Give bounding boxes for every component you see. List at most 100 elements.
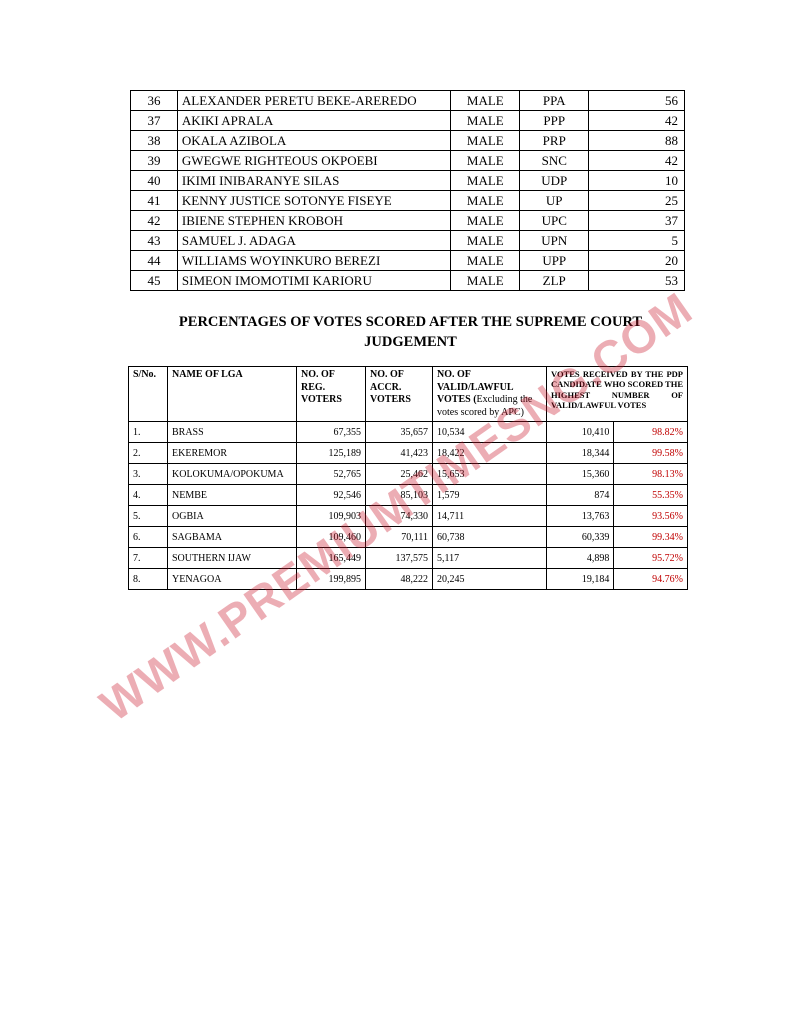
candidate-sn: 40 [131, 171, 178, 191]
lga-pdp-votes: 60,339 [547, 527, 614, 548]
candidates-table: 36ALEXANDER PERETU BEKE-AREREDOMALEPPA56… [130, 90, 685, 291]
lga-sn: 7. [129, 548, 168, 569]
candidate-gender: MALE [451, 151, 520, 171]
candidate-sn: 45 [131, 271, 178, 291]
table-row: 36ALEXANDER PERETU BEKE-AREREDOMALEPPA56 [131, 91, 685, 111]
lga-accr-voters: 137,575 [366, 548, 433, 569]
table-row: 44WILLIAMS WOYINKURO BEREZIMALEUPP20 [131, 251, 685, 271]
lga-reg-voters: 92,546 [297, 485, 366, 506]
lga-valid-votes: 10,534 [433, 422, 547, 443]
candidate-name: SAMUEL J. ADAGA [177, 231, 450, 251]
table-row: 40IKIMI INIBARANYE SILASMALEUDP10 [131, 171, 685, 191]
lga-accr-voters: 85,103 [366, 485, 433, 506]
document-page: WWW.PREMIUMTIMESNG.COM 36ALEXANDER PERET… [0, 0, 791, 1024]
candidate-sn: 37 [131, 111, 178, 131]
candidate-sn: 38 [131, 131, 178, 151]
table-row: 2.EKEREMOR125,18941,42318,42218,34499.58… [129, 443, 688, 464]
candidate-votes: 88 [589, 131, 685, 151]
lga-table: S/No. NAME OF LGA NO. OF REG. VOTERS NO.… [128, 366, 688, 590]
lga-reg-voters: 165,449 [297, 548, 366, 569]
candidate-votes: 53 [589, 271, 685, 291]
lga-header-row: S/No. NAME OF LGA NO. OF REG. VOTERS NO.… [129, 367, 688, 422]
candidate-name: IKIMI INIBARANYE SILAS [177, 171, 450, 191]
candidate-party: UPC [520, 211, 589, 231]
lga-sn: 3. [129, 464, 168, 485]
candidate-party: UDP [520, 171, 589, 191]
candidate-party: SNC [520, 151, 589, 171]
candidate-gender: MALE [451, 251, 520, 271]
lga-pdp-votes: 13,763 [547, 506, 614, 527]
candidate-sn: 43 [131, 231, 178, 251]
lga-sn: 5. [129, 506, 168, 527]
table-row: 4.NEMBE92,54685,1031,57987455.35% [129, 485, 688, 506]
candidate-name: WILLIAMS WOYINKURO BEREZI [177, 251, 450, 271]
lga-pdp-votes: 18,344 [547, 443, 614, 464]
candidate-votes: 37 [589, 211, 685, 231]
lga-name: SAGBAMA [168, 527, 297, 548]
lga-accr-voters: 70,111 [366, 527, 433, 548]
header-reg-voters: NO. OF REG. VOTERS [297, 367, 366, 422]
lga-sn: 6. [129, 527, 168, 548]
lga-pdp-percent: 93.56% [614, 506, 688, 527]
candidate-gender: MALE [451, 171, 520, 191]
candidate-gender: MALE [451, 271, 520, 291]
table-row: 43SAMUEL J. ADAGAMALEUPN5 [131, 231, 685, 251]
lga-valid-votes: 5,117 [433, 548, 547, 569]
candidate-sn: 36 [131, 91, 178, 111]
lga-name: EKEREMOR [168, 443, 297, 464]
header-sn: S/No. [129, 367, 168, 422]
table-row: 41KENNY JUSTICE SOTONYE FISEYEMALEUP25 [131, 191, 685, 211]
lga-pdp-percent: 55.35% [614, 485, 688, 506]
lga-reg-voters: 67,355 [297, 422, 366, 443]
table-row: 8.YENAGOA199,89548,22220,24519,18494.76% [129, 569, 688, 590]
lga-name: NEMBE [168, 485, 297, 506]
lga-pdp-percent: 94.76% [614, 569, 688, 590]
candidates-table-body: 36ALEXANDER PERETU BEKE-AREREDOMALEPPA56… [131, 91, 685, 291]
section-heading: PERCENTAGES OF VOTES SCORED AFTER THE SU… [130, 313, 691, 352]
candidate-party: UPN [520, 231, 589, 251]
candidate-party: ZLP [520, 271, 589, 291]
lga-pdp-votes: 19,184 [547, 569, 614, 590]
table-row: 45SIMEON IMOMOTIMI KARIORUMALEZLP53 [131, 271, 685, 291]
table-row: 38OKALA AZIBOLAMALEPRP88 [131, 131, 685, 151]
candidate-gender: MALE [451, 111, 520, 131]
candidate-gender: MALE [451, 91, 520, 111]
candidate-name: SIMEON IMOMOTIMI KARIORU [177, 271, 450, 291]
candidate-votes: 42 [589, 111, 685, 131]
lga-pdp-votes: 874 [547, 485, 614, 506]
lga-valid-votes: 20,245 [433, 569, 547, 590]
lga-sn: 2. [129, 443, 168, 464]
lga-sn: 4. [129, 485, 168, 506]
lga-pdp-votes: 4,898 [547, 548, 614, 569]
candidate-party: UP [520, 191, 589, 211]
candidate-sn: 44 [131, 251, 178, 271]
lga-accr-voters: 25,462 [366, 464, 433, 485]
lga-pdp-percent: 99.58% [614, 443, 688, 464]
candidate-votes: 25 [589, 191, 685, 211]
lga-sn: 8. [129, 569, 168, 590]
lga-sn: 1. [129, 422, 168, 443]
candidate-votes: 20 [589, 251, 685, 271]
header-lga: NAME OF LGA [168, 367, 297, 422]
lga-pdp-votes: 10,410 [547, 422, 614, 443]
lga-valid-votes: 15,653 [433, 464, 547, 485]
candidate-name: GWEGWE RIGHTEOUS OKPOEBI [177, 151, 450, 171]
table-row: 42IBIENE STEPHEN KROBOHMALEUPC37 [131, 211, 685, 231]
candidate-gender: MALE [451, 211, 520, 231]
lga-reg-voters: 52,765 [297, 464, 366, 485]
candidate-name: OKALA AZIBOLA [177, 131, 450, 151]
header-accr-voters: NO. OF ACCR. VOTERS [366, 367, 433, 422]
candidate-party: PPA [520, 91, 589, 111]
lga-valid-votes: 14,711 [433, 506, 547, 527]
lga-name: YENAGOA [168, 569, 297, 590]
table-row: 3.KOLOKUMA/OPOKUMA52,76525,46215,65315,3… [129, 464, 688, 485]
candidate-gender: MALE [451, 131, 520, 151]
table-row: 39GWEGWE RIGHTEOUS OKPOEBIMALESNC42 [131, 151, 685, 171]
table-row: 5.OGBIA109,90374,33014,71113,76393.56% [129, 506, 688, 527]
candidate-name: KENNY JUSTICE SOTONYE FISEYE [177, 191, 450, 211]
lga-name: KOLOKUMA/OPOKUMA [168, 464, 297, 485]
lga-accr-voters: 41,423 [366, 443, 433, 464]
lga-pdp-percent: 98.82% [614, 422, 688, 443]
candidate-party: PRP [520, 131, 589, 151]
lga-pdp-percent: 99.34% [614, 527, 688, 548]
